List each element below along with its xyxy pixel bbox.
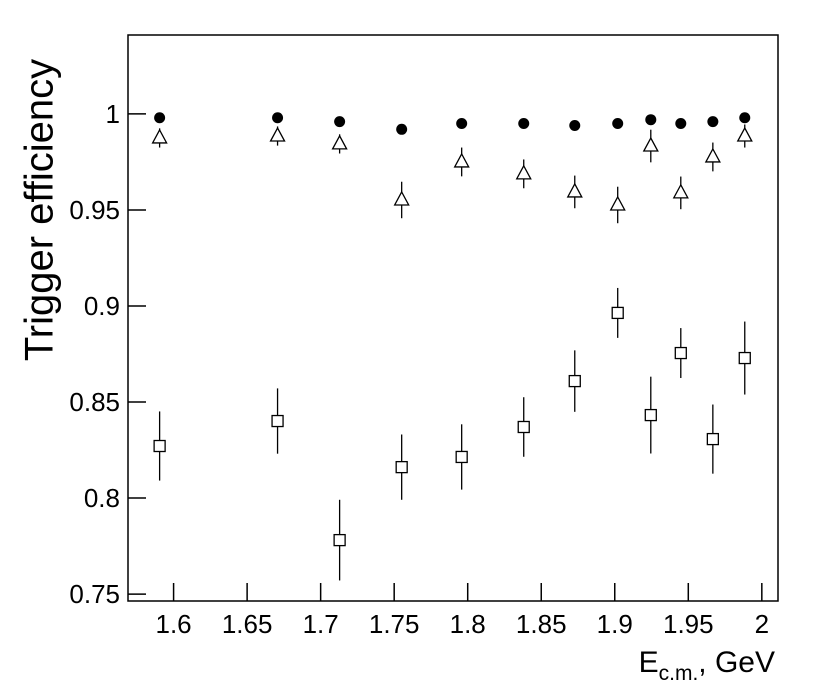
point [154,112,166,124]
x-label-sub: c.m. [659,662,699,685]
point [706,432,720,446]
x-tick-label: 1.6 [156,609,192,639]
point [396,123,408,135]
y-tick-label: 0.75 [69,579,120,609]
point [269,126,286,142]
point [675,118,687,130]
x-tick-label: 1.8 [450,609,486,639]
point [645,114,657,126]
point [704,147,721,163]
y-axis-label: Trigger efficiency [18,59,62,361]
point [569,119,581,131]
plot-frame [127,34,779,602]
point [707,116,719,128]
x-axis-label: Ec.m., GeV [639,646,775,685]
point [568,374,581,388]
point [517,420,530,434]
point [518,118,530,130]
point [515,164,532,180]
x-tick-label: 1.65 [222,609,273,639]
x-label-rest: , GeV [698,646,775,679]
point [609,195,626,211]
point [334,116,346,128]
x-label-main: E [639,646,659,679]
y-tick-label: 0.8 [84,483,120,513]
y-tick-label: 0.9 [84,291,120,321]
point [151,128,168,144]
x-tick-label: 1.9 [597,609,633,639]
point [272,112,284,124]
x-tick-label: 2 [755,609,769,639]
point [566,182,583,198]
point [455,450,468,464]
y-tick-label: 0.95 [69,195,120,225]
y-tick-label: 0.85 [69,387,120,417]
point [612,118,624,130]
point [153,439,166,453]
point [739,112,751,124]
point [642,136,659,152]
point [393,190,410,206]
point [395,460,408,474]
x-tick-label: 1.75 [369,609,420,639]
x-tick-label: 1.7 [303,609,339,639]
point [271,414,284,428]
point [736,126,753,142]
x-tick-label: 1.95 [663,609,714,639]
point [674,346,687,360]
point [738,351,751,365]
point [333,533,346,547]
point [453,152,470,168]
x-tick-label: 1.85 [516,609,567,639]
point [672,183,689,199]
y-tick-label: 1 [106,99,120,129]
point [331,134,348,150]
point [644,408,657,422]
point [611,306,624,320]
point [456,118,468,130]
